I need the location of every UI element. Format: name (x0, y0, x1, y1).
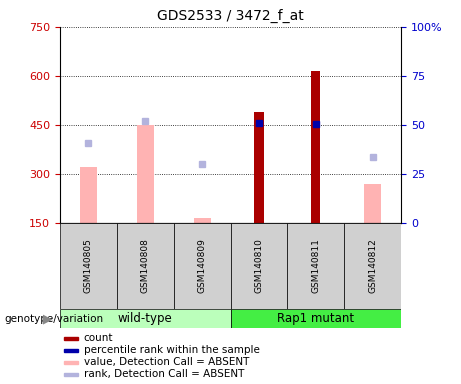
Bar (64, 373, 78, 376)
Text: count: count (83, 333, 113, 343)
Text: percentile rank within the sample: percentile rank within the sample (83, 345, 260, 355)
Bar (254, 112, 264, 223)
Bar (287, 223, 344, 309)
Text: GSM140805: GSM140805 (84, 238, 93, 293)
Text: wild-type: wild-type (118, 312, 172, 325)
Bar (136, 125, 154, 223)
Bar (60, 309, 230, 328)
Text: value, Detection Call = ABSENT: value, Detection Call = ABSENT (83, 357, 249, 367)
Text: ▶: ▶ (43, 312, 53, 325)
Bar (364, 184, 381, 223)
Bar (64, 349, 78, 352)
Bar (64, 337, 78, 339)
Bar (344, 223, 401, 309)
Bar (194, 218, 211, 223)
Text: rank, Detection Call = ABSENT: rank, Detection Call = ABSENT (83, 369, 244, 379)
Bar (80, 167, 97, 223)
Bar (230, 309, 401, 328)
Text: GSM140811: GSM140811 (311, 238, 320, 293)
Bar (60, 223, 117, 309)
Bar (230, 223, 287, 309)
Text: GSM140812: GSM140812 (368, 238, 377, 293)
Title: GDS2533 / 3472_f_at: GDS2533 / 3472_f_at (157, 9, 304, 23)
Text: GSM140808: GSM140808 (141, 238, 150, 293)
Bar (117, 223, 174, 309)
Text: genotype/variation: genotype/variation (5, 314, 104, 324)
Bar (64, 361, 78, 364)
Text: GSM140809: GSM140809 (198, 238, 207, 293)
Bar (311, 71, 320, 223)
Text: GSM140810: GSM140810 (254, 238, 263, 293)
Bar (174, 223, 230, 309)
Text: Rap1 mutant: Rap1 mutant (277, 312, 355, 325)
